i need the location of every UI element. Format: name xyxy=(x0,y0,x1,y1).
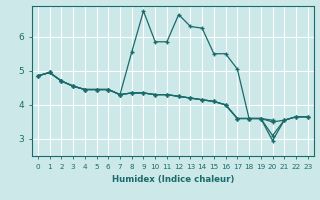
X-axis label: Humidex (Indice chaleur): Humidex (Indice chaleur) xyxy=(112,175,234,184)
